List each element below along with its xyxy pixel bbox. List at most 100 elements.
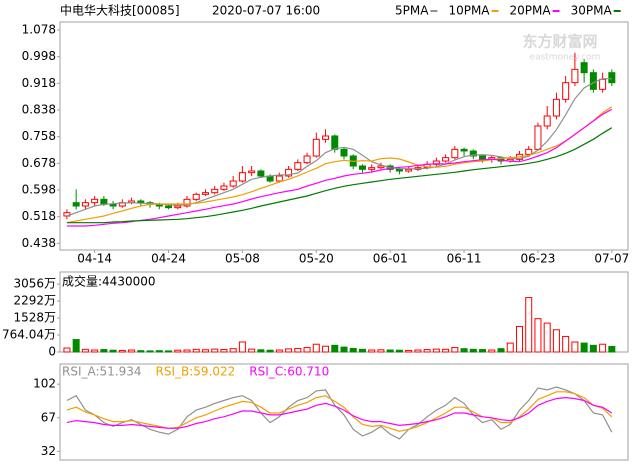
candle-body [525,148,533,155]
candle-body [294,162,302,170]
price-panel [59,21,629,251]
y-tick-label: 102 [33,377,56,391]
y-tick-label: 0.838 [22,103,56,117]
volume-bar [183,349,191,353]
volume-bar [386,349,394,353]
volume-bar [460,348,468,353]
candle-body [331,135,339,150]
volume-bar [423,349,431,353]
candle-body [368,167,376,170]
volume-bar [368,349,376,353]
candle-body [201,192,209,195]
candle-body [405,168,413,172]
x-tick-label: 07-07 [594,252,629,266]
y-tick-label: 0.518 [22,209,56,223]
rsi-panel [59,363,629,461]
volume-bar [534,318,542,353]
volume-bar [543,322,551,353]
volume-title: 成交量:4430000 [62,274,156,289]
volume-bar [109,349,117,353]
volume-bar [303,347,311,353]
candle-body [608,72,616,84]
volume-bar [312,343,320,353]
candle-body [571,68,579,84]
y-tick-label: 0.998 [22,49,56,63]
volume-bar [506,342,514,353]
volume-bar [91,349,99,353]
y-tick-label: 1.078 [22,23,56,37]
volume-bar [128,349,136,353]
volume-bar [562,335,570,353]
y-tick-label: 32 [41,444,56,458]
volume-bar [155,350,163,353]
volume-bar [525,297,533,353]
volume-bar [580,342,588,353]
volume-bar [238,341,246,353]
volume-bar [451,347,459,353]
x-tick-label: 06-01 [373,252,408,266]
volume-bar [174,349,182,353]
candle-body [589,72,597,90]
candle-body [72,202,80,207]
candle-body [220,185,228,190]
watermark: 东方财富网 [522,33,597,51]
volume-bar [497,348,505,353]
candle-body [599,78,607,90]
candle-body [257,170,265,177]
volume-bar [349,347,357,353]
y-tick-label: 0.758 [22,129,56,143]
y-tick-label: 0.438 [22,236,56,250]
line [66,106,613,224]
volume-bar [571,341,579,353]
volume-bar [146,350,154,353]
volume-bar [248,348,256,353]
volume-bar [100,349,108,353]
chart-title: 中电华大科技[00085] [60,3,180,18]
volume-bar [432,348,440,353]
y-tick-label: 764.04万 [2,328,56,342]
volume-bar [331,344,339,353]
candle-body [451,148,459,159]
volume-bar [192,348,200,353]
candle-body [543,115,551,127]
volume-bar [322,345,330,353]
volume-bar [137,350,145,353]
volume-bar [358,348,366,353]
candle-body [479,155,487,160]
volume-bar [479,349,487,353]
legend-label: 30PMA [571,4,613,18]
volume-bar [294,347,302,353]
candle-body [312,138,320,157]
line [66,391,613,432]
line [66,78,612,217]
y-tick-label: 1528万 [13,311,56,325]
candle-body [460,148,468,152]
candle-body [395,168,403,172]
x-tick-label: 04-24 [151,252,186,266]
candle-body [238,172,246,182]
volume-bar [589,344,597,353]
volume-bar [414,349,422,353]
candle-body [275,175,283,182]
y-tick-label: 2292万 [13,294,56,308]
volume-bar [395,349,403,353]
volume-bar [229,348,237,353]
volume-bar [81,348,89,353]
candle-body [358,165,366,170]
candle-body [322,135,330,140]
candle-body [432,160,440,165]
x-tick-label: 06-23 [521,252,556,266]
chart-subtitle: 2020-07-07 16:00 [212,4,320,18]
candle-body [285,168,293,177]
y-tick-label: 0.918 [22,76,56,90]
volume-bar [63,347,71,353]
candle-body [534,125,542,150]
volume-bar [469,348,477,353]
volume-bar [552,329,560,353]
candle-body [562,82,570,100]
candle-body [174,205,182,209]
legend-label: 5PMA [395,4,429,18]
candle-body [165,205,173,209]
volume-bar [608,345,616,353]
candle-body [580,62,588,74]
